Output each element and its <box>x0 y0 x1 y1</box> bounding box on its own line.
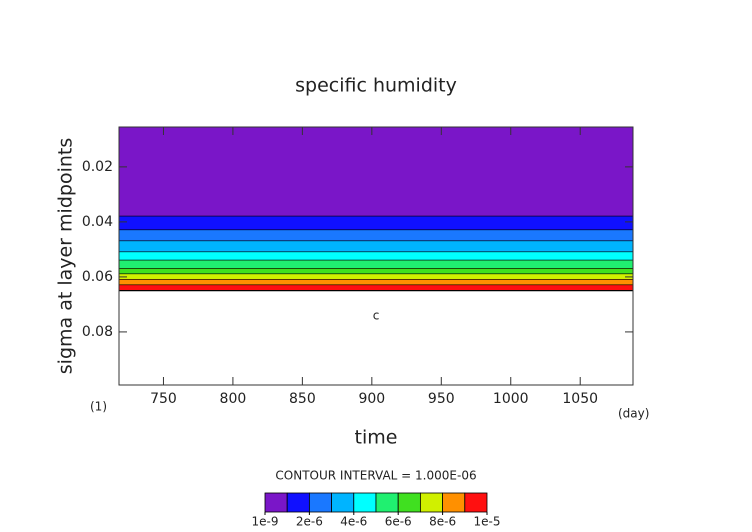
colorbar-tick-label: 1e-5 <box>474 515 501 529</box>
contour-annotation: c <box>373 309 380 323</box>
colorbar-tick-label: 8e-6 <box>429 515 456 529</box>
x-tick-label: 950 <box>428 391 455 407</box>
colorbar-box <box>442 492 466 513</box>
y-tick-label: 0.06 <box>82 269 113 285</box>
contour-band <box>119 285 633 291</box>
colorbar-box <box>286 492 310 513</box>
colorbar-box <box>264 492 288 513</box>
colorbar-box <box>419 492 443 513</box>
plot-frame <box>118 126 634 386</box>
contour-interval: CONTOUR INTERVAL = 1.000E-06 <box>275 469 476 483</box>
x-tick-label: 1050 <box>562 391 598 407</box>
y-tick-label: 0.02 <box>82 159 113 175</box>
y-tick-label: 0.08 <box>82 324 113 340</box>
colorbar-box <box>308 492 332 513</box>
x-axis-label: time <box>355 427 398 449</box>
contour-band <box>119 260 633 269</box>
colorbar-box <box>353 492 377 513</box>
colorbar-tick-label: 6e-6 <box>385 515 412 529</box>
y-axis-label: sigma at layer midpoints <box>55 138 77 374</box>
colorbar-box <box>464 492 488 513</box>
contour-band <box>119 274 633 280</box>
x-tick-label: 900 <box>358 391 385 407</box>
contour-band <box>119 127 633 217</box>
x-tick-label: 750 <box>150 391 177 407</box>
contour-band <box>119 279 633 286</box>
chart-title: specific humidity <box>295 75 457 97</box>
x-tick-label: 850 <box>289 391 316 407</box>
x-tick-label: 800 <box>220 391 247 407</box>
contour-band <box>119 241 633 253</box>
y-tick-label: 0.04 <box>82 214 113 230</box>
contour-band <box>119 230 633 242</box>
contour-band <box>119 268 633 275</box>
contour-band <box>119 252 633 261</box>
colorbar-box <box>331 492 355 513</box>
x-tick-label: 1000 <box>493 391 529 407</box>
colorbar-box <box>397 492 421 513</box>
corner-label: (1) <box>90 400 107 414</box>
x-unit: (day) <box>618 407 649 421</box>
colorbar-tick-label: 1e-9 <box>252 515 279 529</box>
colorbar-tick-label: 2e-6 <box>296 515 323 529</box>
colorbar-tick-label: 4e-6 <box>340 515 367 529</box>
colorbar-box <box>375 492 399 513</box>
contour-band <box>119 216 633 231</box>
